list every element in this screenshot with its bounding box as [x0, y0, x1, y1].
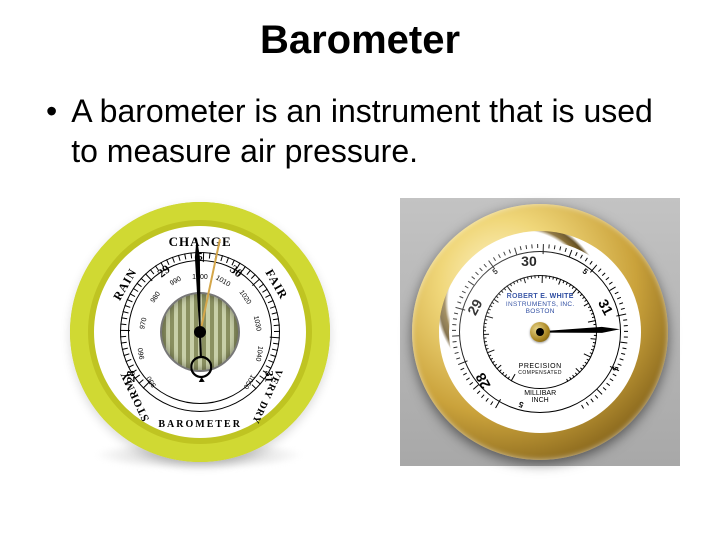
- barometer-right-hub: [530, 322, 550, 342]
- label-barometer: BAROMETER: [158, 419, 242, 430]
- brand-line1: ROBERT E. WHITE: [506, 293, 575, 301]
- scale-28: 28: [124, 370, 139, 382]
- scale-31: 31: [262, 370, 277, 382]
- b2-sub-5c: 5: [610, 365, 620, 371]
- barometer-right-bezel: 28 29 30 31 5 5 5 5 ROBERT E. WHITE INST…: [412, 204, 668, 460]
- slide-title: Barometer: [40, 18, 680, 63]
- weather-label-change: CHANGE: [169, 234, 232, 250]
- barometer-right-brand: ROBERT E. WHITE INSTRUMENTS, INC. BOSTON: [506, 293, 575, 316]
- brand-line3: BOSTON: [506, 308, 575, 315]
- barometer-right-precision: PRECISION COMPENSATED: [518, 363, 562, 376]
- unit-line2: INCH: [524, 397, 556, 404]
- unit-line1: MILLIBAR: [524, 390, 556, 397]
- barometer-left-dial: CHANGE RAIN FAIR STORMY VERY DRY BAROMET…: [70, 202, 330, 462]
- barometer-right-panel: 28 29 30 31 5 5 5 5 ROBERT E. WHITE INST…: [400, 198, 680, 466]
- precision-line2: COMPENSATED: [518, 371, 562, 377]
- barometer-left: CHANGE RAIN FAIR STORMY VERY DRY BAROMET…: [70, 189, 330, 474]
- bullet-row: • A barometer is an instrument that is u…: [46, 91, 680, 171]
- barometer-right-inner: 28 29 30 31 5 5 5 5 ROBERT E. WHITE INST…: [439, 231, 641, 433]
- bullet-marker: •: [46, 91, 57, 131]
- brand-line2: INSTRUMENTS, INC.: [506, 301, 575, 308]
- barometer-left-hub: [194, 326, 206, 338]
- b2-scale-30: 30: [521, 253, 537, 269]
- barometer-right-units: MILLIBAR INCH: [524, 390, 556, 405]
- figure-row: CHANGE RAIN FAIR STORMY VERY DRY BAROMET…: [70, 189, 680, 474]
- slide: Barometer • A barometer is an instrument…: [0, 0, 720, 540]
- barometer-right-needle: [445, 332, 540, 349]
- barometer-left-needle-tail: [189, 331, 213, 382]
- bullet-text: A barometer is an instrument that is use…: [71, 91, 661, 171]
